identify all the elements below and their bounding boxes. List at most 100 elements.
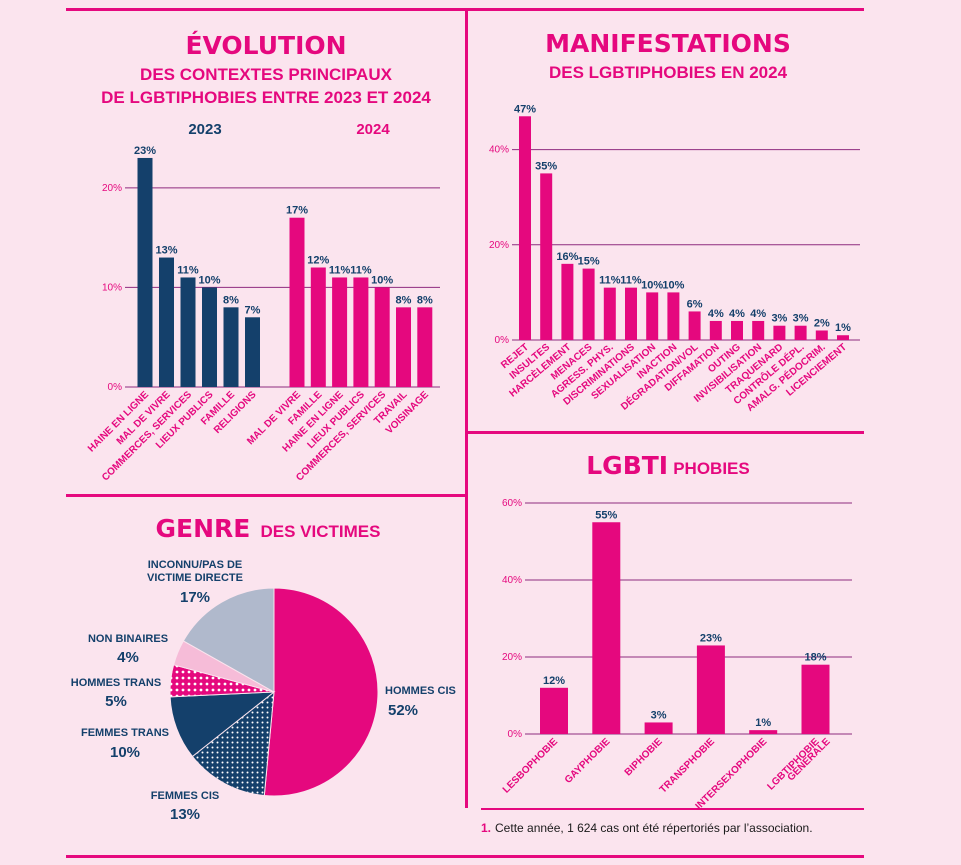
pie-label-femmes-trans: FEMMES TRANS (81, 727, 169, 739)
manifestations-value-7: 10% (662, 279, 684, 291)
pie-value-femmes-trans: 10% (110, 744, 140, 761)
legend-2024: 2024 (356, 121, 390, 138)
manifestations-bar-invisibilisation (752, 320, 765, 340)
lgbti-value-4: 1% (755, 717, 771, 729)
evolution-value-3: 10% (198, 274, 220, 286)
pie-slice-inconnu (182, 587, 275, 693)
manifestations-bar-amalg-pedocrim (815, 330, 828, 340)
lgbti-ytick-2: 40% (502, 575, 522, 586)
manifestations-value-5: 11% (620, 275, 642, 287)
footnote: 1. Cette année, 1 624 cas ont été réperto… (481, 821, 813, 835)
lgbti-bar-intersexophobie (749, 730, 778, 734)
manifestations-bar-menaces (582, 268, 595, 340)
evolution-ytick-2: 20% (102, 183, 122, 194)
genre-chart: GENRE DES VICTIMES HOMMES CIS 52% FEMMES… (71, 514, 456, 823)
pie-labels: HOMMES CIS 52% FEMMES CIS 13% FEMMES TRA… (71, 559, 456, 823)
footnote-number: 1. (481, 821, 492, 835)
manifestations-value-2: 16% (556, 251, 578, 263)
evolution-bar-commerces-services (180, 277, 196, 387)
evolution-bar-religions (245, 317, 260, 387)
manifestations-panel: MANIFESTATIONS DES LGBTIPHOBIES EN 2024 … (0, 0, 961, 432)
evolution-bar-haine-en-ligne (332, 277, 348, 387)
evolution-value-2: 11% (177, 264, 199, 276)
manifestations-value-12: 3% (771, 313, 787, 325)
manifestations-value-3: 15% (578, 256, 600, 268)
evolution-bar-haine-en-ligne (137, 157, 153, 387)
genre-title-rest: DES VICTIMES (260, 522, 380, 541)
pie-value-inconnu: 17% (180, 589, 210, 606)
manifestations-bar-rejet (519, 116, 531, 340)
evolution-value-4: 8% (223, 294, 239, 306)
manifestations-subtitle: DES LGBTIPHOBIES EN 2024 (549, 63, 788, 82)
manifestations-value-13: 3% (793, 313, 809, 325)
manifestations-value-15: 1% (835, 322, 851, 334)
lgbti-value-2: 3% (651, 709, 667, 721)
pie-label-femmes-cis: FEMMES CIS (151, 790, 219, 802)
lgbti-title: LGBTI PHOBIES (586, 451, 750, 480)
manifestations-value-8: 6% (687, 298, 703, 310)
manifestations-bar-licenciement (837, 335, 849, 340)
manifestations-bar-diffamation (709, 320, 722, 340)
manifestations-value-0: 47% (514, 103, 536, 115)
evolution-value-7: 12% (307, 255, 329, 267)
evolution-value-1: 13% (155, 245, 177, 257)
manifestations-bar-insultes (540, 173, 553, 340)
lgbti-ytick-1: 20% (502, 652, 522, 663)
evolution-value-0: 23% (134, 145, 156, 157)
lgbti-title-rest: PHOBIES (673, 459, 750, 478)
lgbti-category-2: BIPHOBIE (623, 736, 665, 778)
manifestations-ytick-0: 0% (495, 335, 510, 346)
pie-slice-hommes-cis (263, 587, 379, 797)
manifestations-bar-harcelement (561, 263, 574, 340)
lgbti-bar-biphobie (644, 722, 673, 734)
pie-label-hommes-cis: HOMMES CIS (385, 685, 456, 697)
lgbti-ytick-0: 0% (508, 729, 523, 740)
pie-value-hommes-trans: 5% (105, 693, 127, 710)
evolution-ytick-1: 10% (102, 282, 122, 293)
evolution-value-10: 10% (371, 274, 393, 286)
evolution-chart: ÉVOLUTION DES CONTEXTES PRINCIPAUX DE LG… (86, 31, 440, 483)
manifestations-ytick-1: 20% (489, 240, 509, 251)
manifestations-ytick-2: 40% (489, 145, 509, 156)
evolution-value-11: 8% (396, 294, 412, 306)
lgbti-category-5-0: LGBTIPHOBIE (766, 736, 822, 792)
lgbti-value-3: 23% (700, 632, 722, 644)
pie-label-hommes-trans: HOMMES TRANS (71, 677, 161, 689)
evolution-bar-mal-de-vivre (289, 217, 305, 387)
evolution-bar-travail (396, 307, 411, 387)
manifestations-bar-discriminations (625, 287, 637, 340)
lgbtiphobies-chart: LGBTI PHOBIES 0% 20% 40% 60% 12% 55% 3% 23% 1% 1… (501, 451, 852, 812)
evolution-bar-famille (223, 307, 239, 387)
manifestations-value-14: 2% (814, 317, 830, 329)
pie-value-non-binaires: 4% (117, 649, 139, 666)
manifestations-bar-sexualisation (646, 292, 659, 340)
lgbti-bar-lesbophobie (540, 687, 568, 734)
evolution-bar-famille (310, 267, 326, 387)
legend-2023: 2023 (188, 121, 221, 138)
genre-title: GENRE DES VICTIMES (156, 514, 381, 543)
manifestations-bar-agress-phys (603, 287, 616, 340)
lgbti-bar-gayphobie (592, 522, 621, 734)
evolution-subtitle-1: DES CONTEXTES PRINCIPAUX (140, 65, 393, 84)
manifestations-bar-inaction (667, 292, 680, 340)
lgbti-title-strong: LGBTI (586, 451, 668, 480)
manifestations-bar-outing (731, 320, 743, 340)
lgbtiphobies-panel: LGBTI PHOBIES 0% 20% 40% 60% 12% 55% 3% 23% 1% 1… (501, 451, 852, 812)
evolution-value-9: 11% (350, 264, 372, 276)
pie-value-hommes-cis: 52% (388, 702, 418, 719)
manifestations-value-6: 10% (641, 279, 663, 291)
pie-label-non-binaires: NON BINAIRES (88, 633, 168, 645)
evolution-ytick-0: 0% (108, 382, 123, 393)
genre-panel: GENRE DES VICTIMES HOMMES CIS 52% FEMMES… (0, 495, 466, 855)
pie-label-inconnu-2: VICTIME DIRECTE (147, 572, 243, 584)
manifestations-value-1: 35% (535, 160, 557, 172)
manifestations-value-10: 4% (729, 308, 745, 320)
evolution-title: ÉVOLUTION (185, 31, 346, 60)
pie-label-inconnu-1: INCONNU/PAS DE (148, 559, 243, 571)
evolution-bar-commerces-services (374, 287, 390, 387)
pie-value-femmes-cis: 13% (170, 806, 200, 823)
footnote-rule (481, 808, 864, 810)
lgbti-category-3: TRANSPHOBIE (658, 736, 717, 795)
lgbti-value-0: 12% (543, 675, 565, 687)
left-middle-rule (66, 494, 466, 497)
